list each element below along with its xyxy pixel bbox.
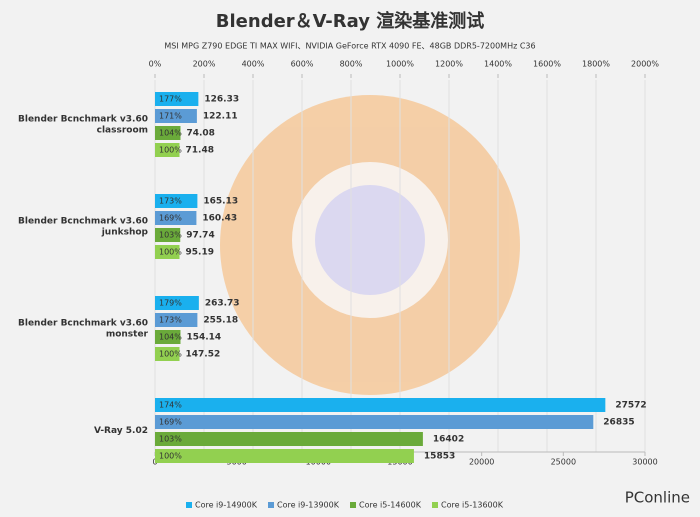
x-tick-label: 1000% [386,60,414,69]
bar [155,245,180,259]
bar-score-label: 74.08 [186,129,214,139]
legend-label: Core i5-13600K [441,501,504,510]
legend-swatch [186,502,192,508]
legend-swatch [432,502,438,508]
legend-label: Core i5-14600K [359,501,422,510]
bar-score-label: 147.52 [186,350,221,360]
bar-percent-label: 103% [159,435,182,444]
x-tick-label: 20000 [469,458,494,467]
legend-swatch [350,502,356,508]
bar-percent-label: 100% [159,248,182,257]
x-tick-label: 1600% [533,60,561,69]
bar-score-label: 122.11 [203,112,238,122]
bar-score-label: 95.19 [186,248,214,258]
logo-watermark [220,95,520,395]
x-tick-label: 25000 [551,458,576,467]
bar-score-label: 160.43 [202,214,237,224]
x-tick-label: 400% [242,60,265,69]
x-tick-label: 800% [340,60,363,69]
bar-percent-label: 104% [159,129,182,138]
chart-title: Blender＆V-Ray 渲染基准测试 [216,10,484,32]
category-label: monster [106,330,149,340]
bar-value-label: 27572 [615,401,646,411]
legend-swatch [268,502,274,508]
bar [155,296,199,310]
x-tick-label: 1800% [582,60,610,69]
bar-percent-label: 169% [159,418,182,427]
bar [155,109,197,123]
bar-percent-label: 100% [159,146,182,155]
bar-percent-label: 169% [159,214,182,223]
bar-percent-label: 100% [159,452,182,461]
bar [155,347,180,361]
bar-value-label: 26835 [603,418,634,428]
bar-score-label: 165.13 [203,197,238,207]
category-label: junkshop [101,228,149,238]
bar [155,432,423,446]
category-label: Blender Bcnchmark v3.60 [18,115,148,125]
bar-score-label: 71.48 [186,146,214,156]
legend-label: Core i9-14900K [195,501,258,510]
bar [155,228,181,242]
x-tick-label: 1200% [435,60,463,69]
bar-value-label: 16402 [433,435,464,445]
bar-score-label: 255.18 [203,316,238,326]
bar-percent-label: 179% [159,299,182,308]
category-label: Blender Bcnchmark v3.60 [18,217,148,227]
bar [155,92,199,106]
x-tick-label: 600% [291,60,314,69]
bar-percent-label: 177% [159,95,182,104]
bar [155,143,180,157]
chart-subtitle: MSI MPG Z790 EDGE TI MAX WIFI、NVIDIA GeF… [164,42,535,51]
bar-percent-label: 174% [159,401,182,410]
category-label: Blender Bcnchmark v3.60 [18,319,148,329]
bar-percent-label: 173% [159,197,182,206]
bar-percent-label: 171% [159,112,182,121]
x-tick-label: 30000 [632,458,657,467]
bar [155,313,198,327]
x-tick-label: 2000% [631,60,659,69]
bar [155,126,181,140]
bar-score-label: 126.33 [204,95,239,105]
bar [155,415,594,429]
bar-percent-label: 104% [159,333,182,342]
x-tick-label: 200% [193,60,216,69]
bar-percent-label: 103% [159,231,182,240]
bar-score-label: 97.74 [186,231,214,241]
bar [155,398,606,412]
bar [155,330,181,344]
bar [155,194,198,208]
bar-percent-label: 100% [159,350,182,359]
category-label: V-Ray 5.02 [94,426,148,436]
bar-score-label: 263.73 [205,299,240,309]
watermark: PConline [625,489,690,507]
x-tick-label: 0% [149,60,162,69]
bar [155,211,197,225]
bar-value-label: 15853 [424,452,455,462]
legend-label: Core i9-13900K [277,501,340,510]
category-label: classroom [97,126,148,136]
bar-percent-label: 173% [159,316,182,325]
bar-score-label: 154.14 [186,333,221,343]
bar [155,449,414,463]
x-tick-label: 1400% [484,60,512,69]
